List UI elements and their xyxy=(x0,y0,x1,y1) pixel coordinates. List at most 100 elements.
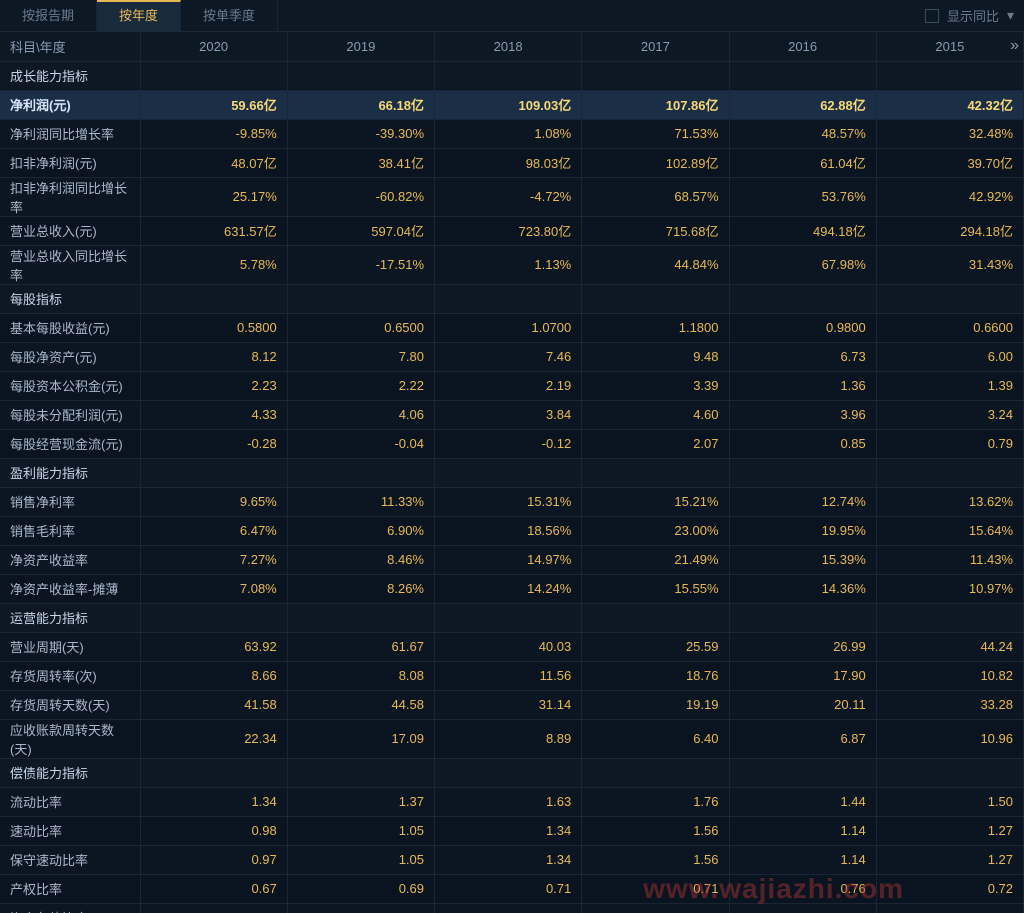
data-cell: 294.18亿 xyxy=(876,216,1023,245)
data-cell: 6.87 xyxy=(729,719,876,758)
section-empty-cell xyxy=(582,758,729,787)
data-cell: 7.08% xyxy=(140,574,287,603)
data-cell: 38.41亿 xyxy=(287,148,434,177)
data-cell: 1.13% xyxy=(435,245,582,284)
data-cell: 1.34 xyxy=(140,787,287,816)
row-label: 存货周转率(次) xyxy=(0,661,140,690)
data-cell: 20.11 xyxy=(729,690,876,719)
row-label: 每股净资产(元) xyxy=(0,342,140,371)
header-year-1[interactable]: 2019 xyxy=(287,32,434,61)
data-cell: 1.50 xyxy=(876,787,1023,816)
data-cell: 1.39 xyxy=(876,371,1023,400)
header-year-5[interactable]: 2015 » xyxy=(876,32,1023,61)
row-label: 每股经营现金流(元) xyxy=(0,429,140,458)
chevron-down-icon[interactable]: ▾ xyxy=(1007,7,1014,24)
row-label: 销售净利率 xyxy=(0,487,140,516)
table-row: 净资产收益率7.27%8.46%14.97%21.49%15.39%11.43% xyxy=(0,545,1024,574)
data-cell: 41.13% xyxy=(582,903,729,913)
data-cell: 6.00 xyxy=(876,342,1023,371)
header-year-0[interactable]: 2020 xyxy=(140,32,287,61)
table-row: 净利润同比增长率-9.85%-39.30%1.08%71.53%48.57%32… xyxy=(0,119,1024,148)
section-header: 每股指标 xyxy=(0,284,1024,313)
tabs-right-controls: 显示同比 ▾ xyxy=(925,6,1024,25)
data-cell: 8.46% xyxy=(287,545,434,574)
data-cell: 44.24 xyxy=(876,632,1023,661)
data-cell: 15.55% xyxy=(582,574,729,603)
data-cell: 66.18亿 xyxy=(287,90,434,119)
data-cell: 10.82 xyxy=(876,661,1023,690)
table-row: 速动比率0.981.051.341.561.141.27 xyxy=(0,816,1024,845)
row-label: 销售毛利率 xyxy=(0,516,140,545)
data-cell: 0.5800 xyxy=(140,313,287,342)
section-empty-cell xyxy=(140,603,287,632)
section-empty-cell xyxy=(287,61,434,90)
section-empty-cell xyxy=(140,458,287,487)
row-label: 流动比率 xyxy=(0,787,140,816)
section-empty-cell xyxy=(140,284,287,313)
data-cell: 1.34 xyxy=(435,845,582,874)
data-cell: 45.38% xyxy=(729,903,876,913)
row-label: 保守速动比率 xyxy=(0,845,140,874)
data-cell: 494.18亿 xyxy=(729,216,876,245)
header-year-3[interactable]: 2017 xyxy=(582,32,729,61)
data-cell: -4.72% xyxy=(435,177,582,216)
row-label: 净资产收益率 xyxy=(0,545,140,574)
scroll-right-icon[interactable]: » xyxy=(1010,37,1019,55)
show-yoy-checkbox[interactable] xyxy=(925,9,939,23)
data-cell: 48.57% xyxy=(729,119,876,148)
section-empty-cell xyxy=(876,284,1023,313)
data-cell: -17.51% xyxy=(287,245,434,284)
data-cell: 39.32% xyxy=(140,903,287,913)
header-year-5-label: 2015 xyxy=(935,39,964,54)
data-cell: 53.76% xyxy=(729,177,876,216)
table-row: 销售毛利率6.47%6.90%18.56%23.00%19.95%15.64% xyxy=(0,516,1024,545)
section-title: 盈利能力指标 xyxy=(0,458,140,487)
tab-by-year[interactable]: 按年度 xyxy=(97,0,181,32)
data-cell: 68.57% xyxy=(582,177,729,216)
data-cell: 7.27% xyxy=(140,545,287,574)
show-yoy-label: 显示同比 xyxy=(947,6,999,25)
section-empty-cell xyxy=(876,603,1023,632)
data-cell: 19.95% xyxy=(729,516,876,545)
table-row: 净资产收益率-摊薄7.08%8.26%14.24%15.55%14.36%10.… xyxy=(0,574,1024,603)
data-cell: 0.67 xyxy=(140,874,287,903)
section-title: 成长能力指标 xyxy=(0,61,140,90)
table-row: 销售净利率9.65%11.33%15.31%15.21%12.74%13.62% xyxy=(0,487,1024,516)
data-cell: 19.19 xyxy=(582,690,729,719)
tab-report-period[interactable]: 按报告期 xyxy=(0,0,97,32)
data-cell: 15.31% xyxy=(435,487,582,516)
data-cell: 10.96 xyxy=(876,719,1023,758)
data-cell: 14.97% xyxy=(435,545,582,574)
section-empty-cell xyxy=(435,758,582,787)
data-cell: 14.24% xyxy=(435,574,582,603)
tab-by-quarter[interactable]: 按单季度 xyxy=(181,0,278,32)
data-cell: 42.92% xyxy=(876,177,1023,216)
data-cell: 8.26% xyxy=(287,574,434,603)
data-cell: 1.34 xyxy=(435,816,582,845)
data-cell: 723.80亿 xyxy=(435,216,582,245)
data-cell: -0.28 xyxy=(140,429,287,458)
data-cell: 7.46 xyxy=(435,342,582,371)
section-empty-cell xyxy=(435,61,582,90)
data-cell: 4.06 xyxy=(287,400,434,429)
row-label: 产权比率 xyxy=(0,874,140,903)
row-label: 资产负债比率 xyxy=(0,903,140,913)
data-cell: 109.03亿 xyxy=(435,90,582,119)
table-row: 扣非净利润同比增长率25.17%-60.82%-4.72%68.57%53.76… xyxy=(0,177,1024,216)
row-label: 营业周期(天) xyxy=(0,632,140,661)
section-title: 偿债能力指标 xyxy=(0,758,140,787)
row-label: 净资产收益率-摊薄 xyxy=(0,574,140,603)
header-year-4[interactable]: 2016 xyxy=(729,32,876,61)
data-cell: 107.86亿 xyxy=(582,90,729,119)
data-cell: 15.64% xyxy=(876,516,1023,545)
data-cell: 67.98% xyxy=(729,245,876,284)
table-row: 净利润(元)59.66亿66.18亿109.03亿107.86亿62.88亿42… xyxy=(0,90,1024,119)
row-label: 速动比率 xyxy=(0,816,140,845)
row-label: 净利润同比增长率 xyxy=(0,119,140,148)
data-cell: 0.69 xyxy=(287,874,434,903)
data-cell: 1.63 xyxy=(435,787,582,816)
header-year-2[interactable]: 2018 xyxy=(435,32,582,61)
data-cell: -60.82% xyxy=(287,177,434,216)
data-cell: 41.28% xyxy=(876,903,1023,913)
data-cell: 18.56% xyxy=(435,516,582,545)
